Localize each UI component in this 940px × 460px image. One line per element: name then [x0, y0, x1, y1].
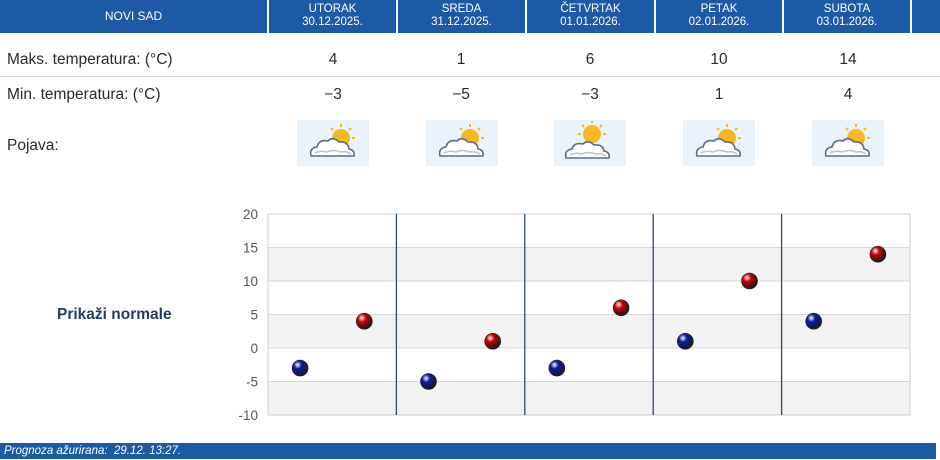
- y-tick-label: 20: [243, 207, 258, 222]
- day-name: PETAK: [700, 3, 738, 15]
- day-name: ČETVRTAK: [560, 3, 621, 15]
- grid-band: [268, 214, 910, 248]
- sun-behind-cloud-icon: [426, 120, 498, 166]
- y-axis: 20 15 10 5 0 -5 -10: [238, 207, 258, 423]
- max-temp-value: 4: [328, 51, 338, 68]
- update-footer: Prognoza ažurirana: 29.12. 13:27.: [0, 443, 936, 459]
- sun-behind-cloud-icon: [297, 120, 369, 166]
- max-temp-point: [355, 312, 373, 330]
- city-name: NOVI SAD: [0, 0, 267, 33]
- grid-band: [268, 247, 910, 281]
- y-tick-label: -10: [238, 408, 258, 423]
- day-date: 31.12.2025.: [431, 16, 492, 28]
- grid-band: [268, 281, 910, 315]
- y-tick-label: -5: [246, 375, 258, 390]
- max-temp-value: 1: [456, 51, 466, 68]
- max-temp-point: [612, 299, 630, 317]
- day-name: UTORAK: [308, 3, 357, 15]
- temperature-chart: 20 15 10 5 0 -5 -10: [238, 207, 911, 423]
- sun-behind-cloud-icon: [683, 120, 755, 166]
- min-temp-value: −3: [581, 86, 599, 103]
- day-date: 30.12.2025.: [302, 16, 363, 28]
- min-temp-point: [420, 373, 437, 390]
- day-header-2: SREDA 31.12.2025.: [398, 0, 525, 33]
- day-date: 01.01.2026.: [560, 16, 621, 28]
- max-temp-value: 10: [710, 51, 728, 68]
- max-temp-point: [869, 245, 887, 263]
- day-date: 03.01.2026.: [816, 16, 878, 28]
- max-temp-label: Maks. temperatura: (°C): [7, 51, 173, 68]
- min-temp-value: 1: [714, 86, 724, 103]
- day-name: SUBOTA: [823, 3, 871, 15]
- min-temp-point: [805, 312, 823, 330]
- sun-behind-cloud-icon: [812, 120, 884, 166]
- phenomenon-label: Pojava:: [7, 137, 59, 154]
- header-spacer: [912, 0, 940, 33]
- max-temp-value: 14: [839, 51, 857, 68]
- plot-frame: [267, 213, 911, 416]
- min-temp-value: −3: [324, 86, 342, 103]
- min-temp-point: [676, 332, 694, 350]
- show-normals-link[interactable]: Prikaži normale: [57, 306, 172, 323]
- max-temp-value: 6: [585, 51, 595, 68]
- updated-time: 29.12. 13:27.: [113, 445, 182, 457]
- min-temp-value: −5: [452, 86, 470, 103]
- min-temp-value: 4: [843, 86, 853, 103]
- max-temp-point: [484, 332, 502, 350]
- y-tick-label: 10: [243, 274, 258, 289]
- forecast-header: NOVI SAD UTORAK 30.12.2025. SREDA 31.12.…: [0, 0, 940, 33]
- max-temp-point: [741, 272, 758, 290]
- grid-band: [268, 348, 910, 382]
- day-header-3: ČETVRTAK 01.01.2026.: [527, 0, 654, 33]
- row-divider: [0, 76, 940, 77]
- day-dividers: [395, 214, 783, 415]
- y-tick-label: 15: [243, 241, 258, 256]
- day-name: SREDA: [441, 3, 482, 15]
- day-header-1: UTORAK 30.12.2025.: [269, 0, 396, 33]
- day-header-5: SUBOTA 03.01.2026.: [784, 0, 910, 33]
- min-temp-label: Min. temperatura: (°C): [7, 86, 161, 103]
- grid-band: [268, 314, 910, 348]
- chart-points: [291, 245, 887, 390]
- min-temp-point: [291, 359, 309, 377]
- sun-behind-cloud-icon: [554, 120, 626, 166]
- y-tick-label: 5: [250, 308, 258, 323]
- day-header-4: PETAK 02.01.2026.: [656, 0, 782, 33]
- updated-label: Prognoza ažurirana:: [4, 445, 108, 457]
- y-tick-label: 0: [250, 341, 258, 356]
- grid-band: [268, 381, 910, 415]
- min-temp-point: [548, 359, 566, 377]
- chart-grid: [268, 214, 910, 415]
- day-date: 02.01.2026.: [688, 16, 750, 28]
